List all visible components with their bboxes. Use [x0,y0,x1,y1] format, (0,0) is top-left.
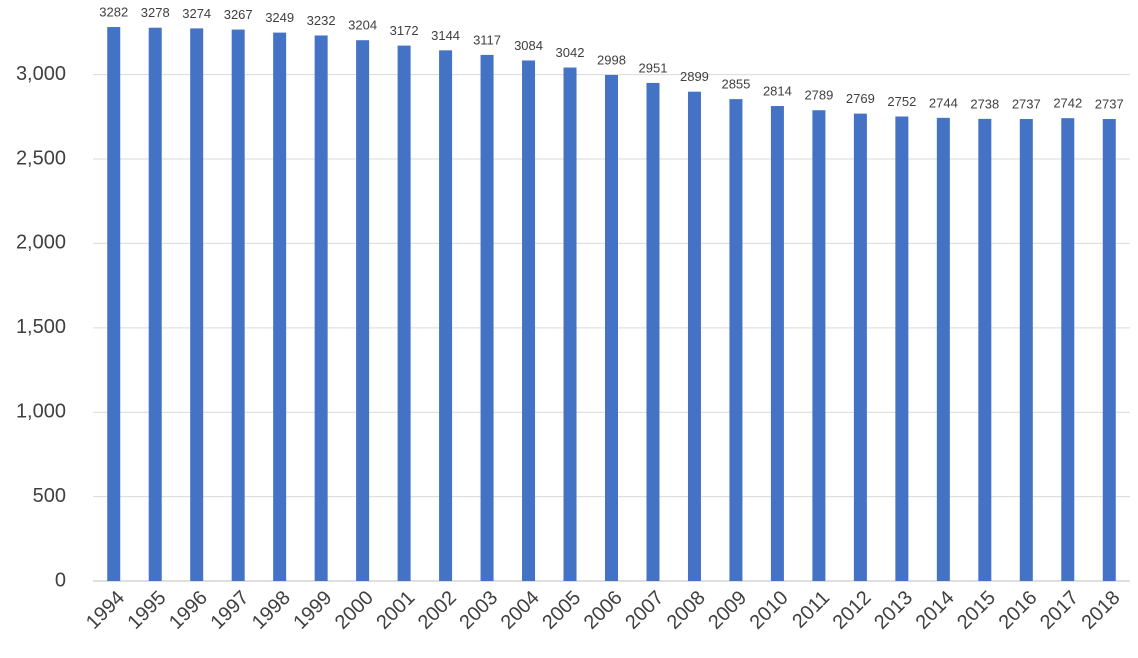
y-tick-label: 2,000 [16,232,66,254]
y-tick-label: 0 [55,569,66,591]
data-label: 3278 [141,5,170,20]
data-label: 2789 [804,88,833,103]
data-label: 2744 [929,95,958,110]
y-tick-label: 2,500 [16,147,66,169]
y-tick-label: 3,000 [16,63,66,85]
x-tick-label: 2009 [704,587,751,634]
bar [770,106,784,581]
data-label: 3274 [182,6,211,21]
data-label: 3144 [431,28,460,43]
data-label: 2814 [763,83,792,98]
bar [439,50,453,581]
data-label: 3042 [556,45,585,60]
x-tick-label: 2008 [663,587,710,634]
data-label: 3117 [473,32,501,47]
x-tick-label: 1997 [206,587,253,634]
bar [563,67,577,582]
bar [1019,119,1033,581]
x-tick-label: 2016 [995,587,1042,634]
bar [148,27,162,582]
bar [107,27,121,581]
data-label: 2769 [846,91,875,106]
data-label: 3232 [307,13,336,28]
x-tick-label: 2011 [788,587,834,633]
x-tick-label: 2013 [870,587,917,634]
x-tick-label: 1999 [289,587,336,634]
data-label: 3282 [99,4,128,19]
bar [729,99,743,582]
x-tick-label: 1995 [123,587,170,634]
x-tick-label: 2012 [829,587,876,634]
data-label: 2998 [597,52,626,67]
x-tick-label: 2003 [455,587,502,634]
x-tick-label: 2002 [414,587,461,634]
bar [812,110,826,581]
x-tick-label: 2015 [953,587,1000,634]
bar [687,91,701,582]
data-label: 2951 [639,60,668,75]
bar [356,40,370,582]
x-tick-label: 2006 [580,587,627,634]
x-tick-label: 2005 [538,587,585,634]
bar [895,116,909,581]
y-tick-label: 1,500 [16,316,66,338]
y-tick-label: 1,000 [16,400,66,422]
bar [314,35,328,581]
bar [522,60,536,581]
data-label: 2737 [1095,96,1124,111]
x-tick-label: 2017 [1036,587,1083,634]
x-tick-label: 2007 [621,587,668,634]
x-tick-label: 1998 [248,587,295,634]
bar [397,45,411,581]
x-tick-label: 2004 [497,587,544,634]
data-label: 2899 [680,69,709,84]
bar [190,28,204,581]
bar [1061,118,1075,581]
data-label: 2855 [721,77,750,92]
x-tick-label: 2010 [746,587,793,634]
y-tick-label: 500 [33,485,66,507]
data-label: 3249 [265,10,294,25]
data-label: 3172 [390,23,419,38]
data-label: 2742 [1053,96,1082,111]
bar [1102,119,1116,581]
data-label: 2737 [1012,96,1041,111]
bar [646,82,660,581]
data-label: 2752 [887,94,916,109]
bar [605,74,618,581]
bar [480,54,494,581]
x-tick-label: 2000 [331,587,378,634]
bar [273,32,287,582]
bar [936,117,950,581]
x-tick-label: 1994 [82,587,129,634]
bar [231,29,245,581]
x-tick-label: 2014 [912,587,959,634]
x-tick-label: 2001 [372,587,419,634]
data-label: 3267 [224,7,253,22]
x-tick-label: 2018 [1078,587,1125,634]
data-label: 2738 [970,96,999,111]
bar [978,118,992,581]
bar [853,113,867,581]
x-tick-label: 1996 [165,587,212,634]
data-label: 3084 [514,38,543,53]
data-label: 3204 [348,18,377,33]
